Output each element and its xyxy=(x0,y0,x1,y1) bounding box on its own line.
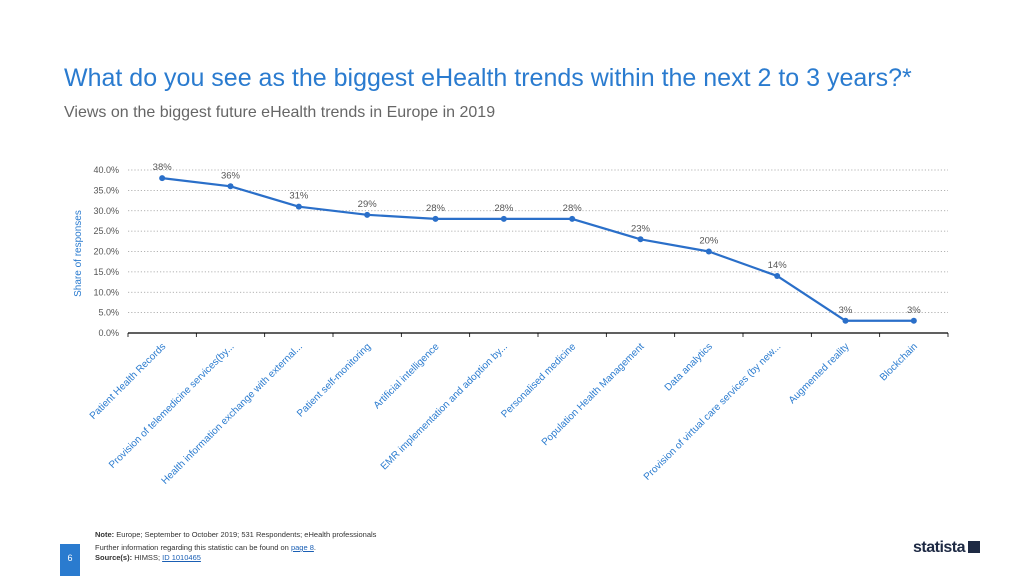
y-tick-label: 20.0% xyxy=(93,247,119,257)
x-category-label: Provision of telemedicine services(by... xyxy=(107,341,236,470)
page-link[interactable]: page 8 xyxy=(290,543,314,552)
further-info-text: Further information regarding this stati… xyxy=(95,543,289,552)
x-category-label: Blockchain xyxy=(878,341,920,383)
data-point xyxy=(637,236,644,243)
x-category-label: Patient self-monitoring xyxy=(295,341,373,419)
data-label: 3% xyxy=(907,305,921,316)
data-point xyxy=(159,175,166,182)
x-category-label: Augmented reality xyxy=(787,341,852,406)
y-tick-label: 10.0% xyxy=(93,287,119,297)
data-point xyxy=(227,183,234,190)
page-number: 6 xyxy=(60,544,80,576)
source-text: HIMSS; xyxy=(134,553,161,562)
source: Source(s): HIMSS; ID 1010465 xyxy=(95,553,201,562)
chart-subtitle: Views on the biggest future eHealth tren… xyxy=(64,104,496,121)
data-label: 38% xyxy=(153,162,173,173)
series-line xyxy=(162,177,914,322)
x-category-label: Patient Health Records xyxy=(88,341,168,421)
data-point xyxy=(295,203,302,210)
data-label: 31% xyxy=(289,191,309,202)
statista-logo[interactable]: statista xyxy=(913,539,981,557)
further-info-end: . xyxy=(313,543,316,552)
x-category-label: Data analytics xyxy=(663,341,715,393)
note-text: Europe; September to October 2019; 531 R… xyxy=(116,530,377,539)
data-point xyxy=(842,317,849,324)
x-category-label: Provision of virtual care services (by n… xyxy=(642,341,783,482)
data-label: 14% xyxy=(768,260,788,271)
further-info: Further information regarding this stati… xyxy=(95,543,316,552)
brand-name: statista xyxy=(913,539,966,556)
data-label: 28% xyxy=(426,203,446,214)
y-axis-label: Share of responses xyxy=(73,210,84,297)
x-category-label: EMR implementation and adoption by... xyxy=(379,341,510,472)
y-tick-label: 0.0% xyxy=(98,328,119,338)
data-point xyxy=(500,215,507,222)
y-tick-label: 15.0% xyxy=(93,267,119,277)
data-label: 28% xyxy=(563,203,583,214)
data-label: 23% xyxy=(631,223,651,234)
y-tick-label: 5.0% xyxy=(98,308,119,318)
chart-title: What do you see as the biggest eHealth t… xyxy=(64,64,912,92)
data-label: 3% xyxy=(839,305,853,316)
data-point xyxy=(432,215,439,222)
data-point xyxy=(364,211,371,218)
data-point xyxy=(705,248,712,255)
x-category-label: Personalised medicine xyxy=(499,341,578,420)
source-label: Source(s): xyxy=(95,553,133,562)
data-label: 36% xyxy=(221,170,241,181)
source-id-link[interactable]: ID 1010465 xyxy=(162,553,201,562)
data-label: 29% xyxy=(358,199,378,210)
note-label: Note: xyxy=(95,530,115,539)
x-category-label: Artificial intelligence xyxy=(372,341,442,411)
y-tick-label: 40.0% xyxy=(93,165,119,175)
data-point xyxy=(910,317,917,324)
y-tick-label: 35.0% xyxy=(93,185,119,195)
note: Note: Europe; September to October 2019;… xyxy=(95,530,376,539)
data-label: 20% xyxy=(699,236,719,247)
data-label: 28% xyxy=(494,203,514,214)
brand-mark-icon xyxy=(968,541,981,553)
x-category-label: Health information exchange with externa… xyxy=(160,341,305,486)
data-point xyxy=(569,215,576,222)
y-tick-label: 30.0% xyxy=(93,206,119,216)
y-tick-label: 25.0% xyxy=(93,226,119,236)
data-point xyxy=(774,272,781,279)
